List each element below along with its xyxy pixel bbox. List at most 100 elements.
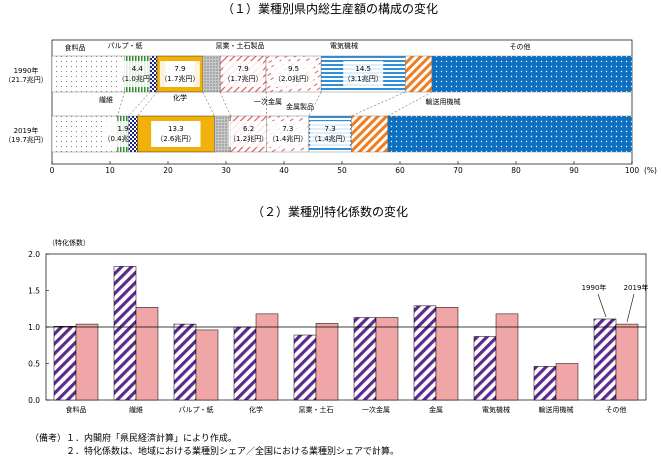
bar-value-1-5: 6.2 [243, 125, 254, 133]
x-tick-label-3: 30 [221, 166, 231, 175]
bar-1-2 [195, 329, 219, 401]
notes-head: （備考） [30, 434, 67, 444]
connector-2 [137, 91, 158, 117]
bar-value-0-7: 14.5 [355, 65, 371, 73]
bar-value-0-5: 7.9 [238, 65, 249, 73]
x-tick-label-0: 0 [50, 166, 55, 175]
bar-value-0-6: 9.5 [288, 65, 299, 73]
bar-0-7 [473, 336, 497, 401]
chart1-title: （１）業種別県内総生産額の構成の変化 [222, 1, 438, 16]
x-tick-label-5: 50 [337, 166, 347, 175]
bar-seg-0-8 [405, 55, 433, 93]
bar-1-6 [435, 307, 459, 401]
connector-8 [387, 91, 433, 117]
segment-name-8: 輸送用機械 [426, 97, 461, 106]
x-tick-label-8: 80 [511, 166, 521, 175]
bar-seg-1-8 [351, 115, 389, 153]
connector-6 [308, 91, 322, 117]
bar-0-5 [353, 317, 377, 401]
y-axis-label: （特化係数） [48, 238, 90, 247]
bar-1-5 [375, 317, 399, 401]
segment-name-4: 窯業・土石製品 [216, 41, 265, 50]
bar-amount-1-6: （1.4兆円） [268, 134, 307, 143]
segment-name-1: 繊維 [99, 95, 113, 104]
bar-amount-0-3: （1.7兆円） [160, 74, 199, 83]
segment-name-2: パルプ・紙 [108, 41, 143, 50]
composition-chart: 1990年（21.7兆円）2019年（19.7兆円）4.4（1.0兆円）7.9（… [4, 39, 657, 175]
bar-amount-0-1: （1.0兆円） [118, 74, 157, 83]
note-text-2: ２．特化係数は、地域における業種別シェア／全国における業種別シェアで計算。 [66, 447, 400, 457]
x-unit: (%) [644, 166, 657, 175]
bar-amount-1-1: （0.4兆円） [103, 134, 142, 143]
bar-label-bg-1-3 [155, 121, 196, 147]
bar-1-4 [315, 323, 339, 401]
bar-1-7 [495, 313, 519, 401]
segment-name-0: 食料品 [65, 43, 86, 52]
legend-label-2019: 2019年 [624, 283, 649, 292]
bar-0-4 [293, 334, 317, 401]
chart2-title: （２）業種別特化係数の変化 [252, 204, 408, 219]
bar-0-2 [173, 323, 197, 401]
category-label-6: 金属 [429, 405, 443, 414]
category-label-5: 一次金属 [362, 405, 390, 414]
bar-value-0-3: 7.9 [174, 65, 185, 73]
segment-name-5: 一次金属 [254, 97, 282, 106]
row-label-1: 2019年 [14, 126, 39, 135]
y-tick-label-3: 1.5 [28, 287, 40, 296]
bar-1-0 [75, 323, 99, 401]
connector-7 [351, 91, 406, 117]
bar-0-8 [533, 366, 557, 401]
bar-1-8 [555, 363, 579, 401]
bar-1-3 [255, 313, 279, 401]
segment-name-6: 金属製品 [286, 102, 314, 111]
bar-label-bg-1-7 [310, 121, 351, 147]
bar-value-1-1: 1.9 [117, 125, 128, 133]
bar-seg-0-4 [202, 55, 221, 93]
row-sublabel-1: （19.7兆円） [4, 135, 48, 144]
bar-amount-0-7: （3.1兆円） [344, 74, 383, 83]
x-tick-label-2: 20 [163, 166, 173, 175]
connector-1 [128, 91, 151, 117]
bar-1-9 [615, 323, 639, 401]
segment-name-7: 電気機械 [330, 41, 358, 50]
y-tick-label-1: 0.5 [28, 360, 40, 369]
note-line-2: ２．特化係数は、地域における業種別シェア／全国における業種別シェアで計算。 [30, 446, 399, 459]
connector-3 [202, 91, 215, 117]
bar-seg-0-9 [431, 55, 633, 93]
x-tick-label-6: 60 [395, 166, 405, 175]
bar-0-1 [113, 266, 137, 401]
x-tick-label-4: 40 [279, 166, 289, 175]
bar-label-bg-1-6 [267, 121, 308, 147]
y-tick-label-0: 0.0 [28, 396, 40, 405]
segment-name-9: その他 [510, 42, 531, 51]
bar-value-1-6: 7.3 [282, 125, 293, 133]
category-label-2: パルプ・紙 [179, 405, 214, 414]
bar-value-1-3: 13.3 [168, 125, 184, 133]
x-tick-label-7: 70 [453, 166, 463, 175]
bar-amount-1-3: （2.6兆円） [156, 134, 195, 143]
bar-seg-0-0 [51, 55, 125, 93]
bar-seg-1-9 [387, 115, 633, 153]
bar-value-1-7: 7.3 [325, 125, 336, 133]
bar-amount-1-7: （1.4兆円） [311, 134, 350, 143]
bar-amount-0-5: （1.7兆円） [224, 74, 263, 83]
bar-amount-1-5: （1.2兆円） [229, 134, 268, 143]
category-label-4: 窯業・土石 [299, 405, 334, 414]
category-label-7: 電気機械 [482, 405, 510, 414]
bar-label-bg-0-7 [343, 61, 384, 87]
row-sublabel-0: （21.7兆円） [4, 75, 48, 84]
category-label-3: 化学 [249, 405, 263, 414]
x-tick-label-9: 90 [569, 166, 579, 175]
bar-amount-0-6: （2.0兆円） [274, 74, 313, 83]
category-label-9: その他 [606, 405, 627, 414]
note-text-1: １．内閣府「県民経済計算」により作成。 [66, 434, 237, 444]
bar-seg-1-2 [128, 115, 138, 153]
bar-label-bg-0-5 [223, 61, 264, 87]
bar-label-bg-0-3 [159, 61, 200, 87]
bar-label-bg-1-5 [228, 121, 269, 147]
bar-value-0-1: 4.4 [132, 65, 144, 73]
legend-arrow-1990 [597, 293, 607, 318]
connector-5 [265, 91, 267, 117]
notes: （備考）１．内閣府「県民経済計算」により作成。 ２．特化係数は、地域における業種… [30, 433, 399, 459]
